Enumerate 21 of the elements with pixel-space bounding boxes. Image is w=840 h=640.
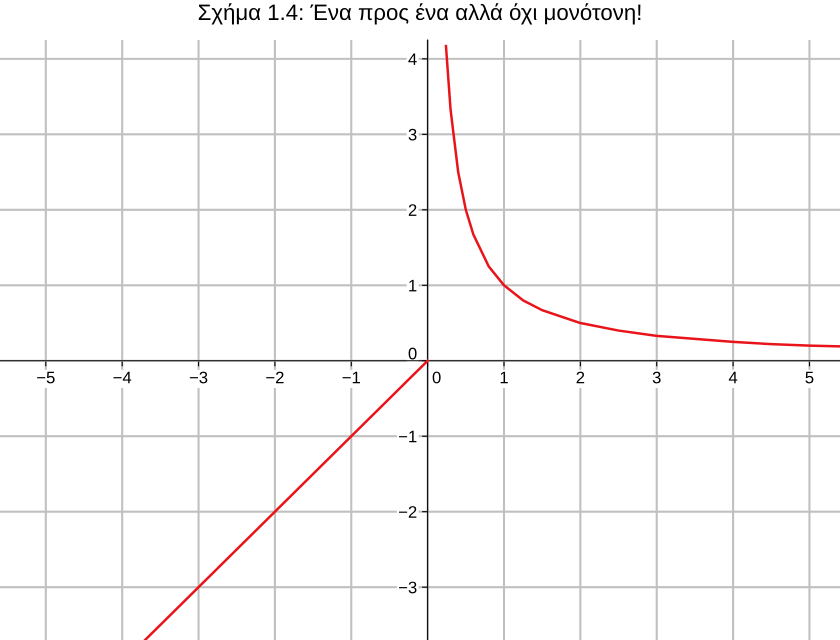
x-tick-label: −1	[342, 372, 360, 384]
y-tick-label: −1	[399, 430, 416, 442]
x-tick-label: −5	[37, 372, 55, 384]
x-tick-label: 1	[500, 372, 508, 384]
y-tick-label: 2	[408, 204, 416, 216]
y-tick-label: −3	[399, 582, 416, 594]
y-tick-label: −2	[399, 506, 416, 518]
x-tick-label: 5	[805, 372, 814, 384]
x-tick-label: −2	[266, 372, 284, 384]
x-tick-label: 3	[652, 372, 661, 384]
x-tick-label: 2	[576, 372, 584, 384]
y-tick-label: 0	[408, 348, 417, 360]
y-tick-label: 4	[408, 53, 417, 65]
x-tick-label: −3	[190, 372, 208, 384]
x-tick-label: 0	[432, 372, 441, 384]
x-tick-label: 4	[728, 372, 738, 384]
chart-title: Σχήμα 1.4: Ένα προς ένα αλλά όχι μονότονη!	[198, 3, 640, 25]
y-tick-label: 3	[408, 128, 416, 141]
line-series	[444, 44, 840, 348]
y-tick-label: 1	[409, 280, 416, 292]
x-tick-label: −4	[114, 372, 132, 384]
